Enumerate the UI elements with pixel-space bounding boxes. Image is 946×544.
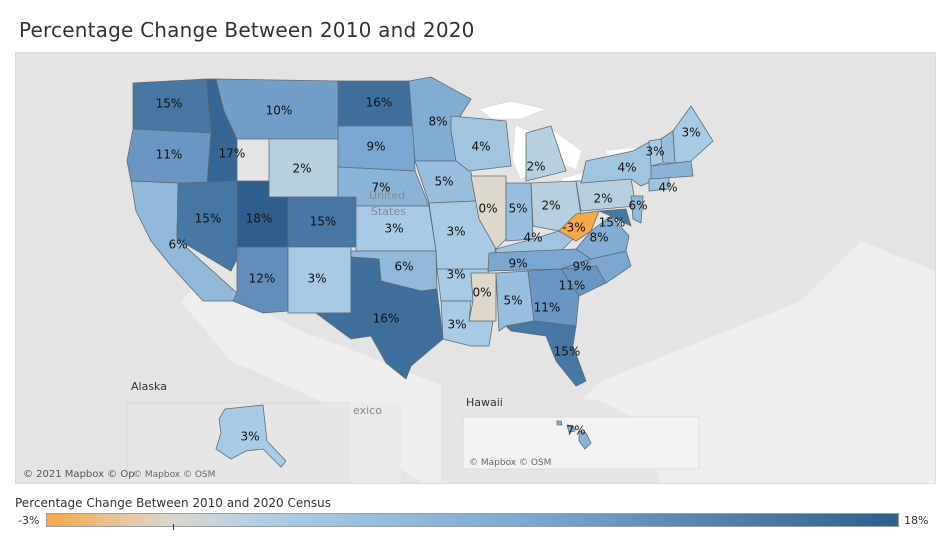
label-arkansas: 3% xyxy=(446,268,465,282)
hawaii-attribution: © Mapbox © OSM xyxy=(469,458,551,468)
label-alaska: 3% xyxy=(240,430,259,444)
state-michigan[interactable] xyxy=(525,125,567,182)
label-maine: 3% xyxy=(681,126,700,140)
label-oklahoma: 6% xyxy=(394,260,413,274)
alaska-attribution: © Mapbox © OSM xyxy=(133,470,215,480)
label-wyoming: 2% xyxy=(292,162,311,176)
state-west-virginia[interactable] xyxy=(558,210,600,242)
label-georgia: 11% xyxy=(534,301,561,315)
legend-title: Percentage Change Between 2010 and 2020 … xyxy=(15,496,331,510)
alaska-inset[interactable]: 3% © Mapbox © OSM xyxy=(126,402,401,483)
state-maine[interactable] xyxy=(672,105,714,164)
alaska-inset-title: Alaska xyxy=(131,380,167,393)
label-indiana: 5% xyxy=(508,202,527,216)
place-label-mexico: exico xyxy=(353,404,382,417)
label-texas: 16% xyxy=(373,312,400,326)
label-south-carolina: 11% xyxy=(559,279,586,293)
label-tennessee: 9% xyxy=(508,257,527,271)
label-west-virginia: -3% xyxy=(562,221,585,235)
label-montana: 10% xyxy=(266,104,293,118)
label-north-dakota: 16% xyxy=(366,96,393,110)
label-mississippi: 0% xyxy=(472,286,491,300)
label-north-carolina: 9% xyxy=(572,260,591,274)
map-viewport[interactable]: 15% 11% 6% 17% 15% 10% 2% 18% 12% 15% 3%… xyxy=(15,52,936,484)
label-missouri: 3% xyxy=(446,225,465,239)
legend-max-label: 18% xyxy=(904,514,929,527)
state-nevada[interactable] xyxy=(176,180,238,272)
place-label-united: United xyxy=(369,189,405,202)
hawaii-inset-frame xyxy=(462,416,700,470)
state-new-jersey[interactable] xyxy=(630,195,644,224)
state-illinois[interactable] xyxy=(470,175,507,250)
label-florida: 15% xyxy=(554,345,581,359)
label-wisconsin: 4% xyxy=(471,140,490,154)
label-iowa: 5% xyxy=(434,175,453,189)
lake-superior xyxy=(478,100,548,120)
label-pennsylvania: 2% xyxy=(593,192,612,206)
label-virginia: 8% xyxy=(589,231,608,245)
map-attribution[interactable]: © 2021 Mapbox © Op xyxy=(23,469,135,480)
legend-min-label: -3% xyxy=(18,514,40,527)
state-new-york[interactable] xyxy=(580,140,657,187)
label-new-mexico: 3% xyxy=(307,272,326,286)
label-new-jersey: 6% xyxy=(628,199,647,213)
state-maryland[interactable] xyxy=(598,208,632,227)
label-nevada: 15% xyxy=(195,212,222,226)
label-south-dakota: 9% xyxy=(366,140,385,154)
label-michigan: 2% xyxy=(526,160,545,174)
label-maryland: 15% xyxy=(599,216,626,230)
label-connecticut: 4% xyxy=(658,181,677,195)
us-choropleth-map[interactable]: 15% 11% 6% 17% 15% 10% 2% 18% 12% 15% 3%… xyxy=(16,53,935,483)
state-louisiana[interactable] xyxy=(440,300,494,347)
label-oregon: 11% xyxy=(156,148,183,162)
hawaii-inset[interactable]: 7% © Mapbox © OSM xyxy=(462,416,700,470)
chart-title: Percentage Change Between 2010 and 2020 xyxy=(19,18,475,42)
label-vermont: 3% xyxy=(645,145,664,159)
label-illinois: 0% xyxy=(478,202,497,216)
label-idaho: 17% xyxy=(219,147,246,161)
label-nebraska: 7% xyxy=(371,181,390,195)
label-ohio: 2% xyxy=(541,199,560,213)
legend-zero-tick xyxy=(173,524,174,530)
legend-color-ramp xyxy=(46,513,899,527)
state-hawaii[interactable] xyxy=(556,420,592,450)
state-labels-layer: 15% 11% 6% 17% 15% 10% 2% 18% 12% 15% 3%… xyxy=(156,96,701,359)
label-colorado: 15% xyxy=(310,215,337,229)
state-mississippi[interactable] xyxy=(468,272,497,322)
label-kansas: 3% xyxy=(384,222,403,236)
label-california: 6% xyxy=(168,238,187,252)
hawaii-inset-title: Hawaii xyxy=(466,396,503,409)
alaska-inset-right-land xyxy=(349,403,401,483)
label-kentucky: 4% xyxy=(523,231,542,245)
label-alabama: 5% xyxy=(503,294,522,308)
state-alaska[interactable] xyxy=(215,404,287,468)
label-utah: 18% xyxy=(246,212,273,226)
label-hawaii: 7% xyxy=(566,424,585,438)
label-washington: 15% xyxy=(156,97,183,111)
state-georgia[interactable] xyxy=(527,268,580,327)
states-layer xyxy=(126,76,714,387)
label-louisiana: 3% xyxy=(447,318,466,332)
label-arizona: 12% xyxy=(249,272,276,286)
state-wisconsin[interactable] xyxy=(450,115,512,172)
label-new-york: 4% xyxy=(617,161,636,175)
place-label-states: States xyxy=(371,205,406,218)
state-florida[interactable] xyxy=(505,320,587,387)
label-minnesota: 8% xyxy=(428,115,447,129)
state-texas[interactable] xyxy=(314,256,444,380)
